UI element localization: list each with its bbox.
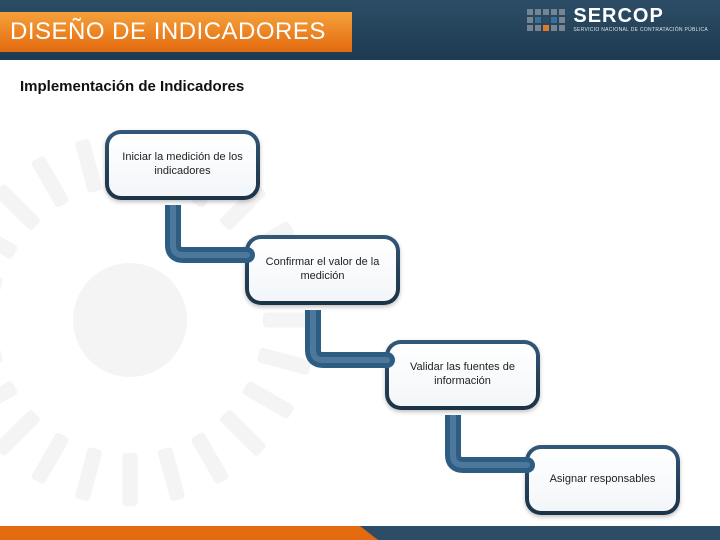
- process-step-label: Iniciar la medición de los indicadores: [109, 134, 256, 196]
- step-connector-1: [165, 205, 205, 245]
- process-step-label: Validar las fuentes de información: [389, 344, 536, 406]
- process-step-4: Asignar responsables: [525, 445, 680, 515]
- page-title: DISEÑO DE INDICADORES: [0, 12, 352, 52]
- step-connector-3: [445, 415, 485, 455]
- step-connector-2: [305, 310, 345, 350]
- slide: DISEÑO DE INDICADORES SERCOP SERVICIO NA…: [0, 0, 720, 540]
- logo-icon: [527, 9, 565, 31]
- process-step-3: Validar las fuentes de información: [385, 340, 540, 410]
- footer-bar: [0, 526, 720, 540]
- logo-brand: SERCOP: [573, 6, 708, 26]
- process-step-label: Confirmar el valor de la medición: [249, 239, 396, 301]
- section-subtitle: Implementación de Indicadores: [20, 78, 244, 95]
- process-step-2: Confirmar el valor de la medición: [245, 235, 400, 305]
- logo-text: SERCOP SERVICIO NACIONAL DE CONTRATACIÓN…: [573, 6, 708, 33]
- process-step-1: Iniciar la medición de los indicadores: [105, 130, 260, 200]
- brand-logo: SERCOP SERVICIO NACIONAL DE CONTRATACIÓN…: [527, 6, 708, 33]
- logo-subtext: SERVICIO NACIONAL DE CONTRATACIÓN PÚBLIC…: [573, 28, 708, 33]
- process-step-label: Asignar responsables: [529, 449, 676, 511]
